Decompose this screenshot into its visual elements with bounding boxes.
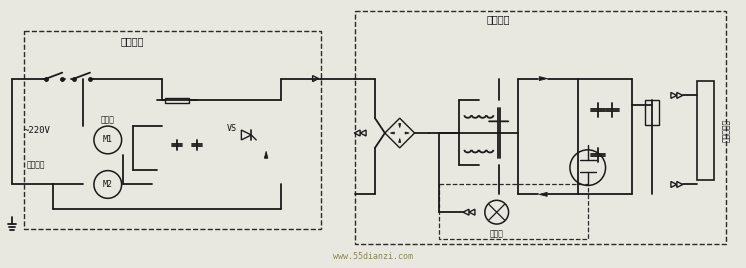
Bar bbox=[645, 100, 659, 125]
Bar bbox=[355, 11, 727, 244]
Text: M1: M1 bbox=[103, 135, 113, 144]
Text: M2: M2 bbox=[103, 180, 113, 189]
Text: 电源开关: 电源开关 bbox=[26, 160, 45, 169]
Bar bbox=[165, 98, 189, 103]
Polygon shape bbox=[264, 151, 268, 158]
Polygon shape bbox=[539, 77, 547, 81]
Text: 指示灯: 指示灯 bbox=[490, 229, 504, 239]
Polygon shape bbox=[539, 192, 547, 196]
Text: ~220V: ~220V bbox=[24, 125, 51, 135]
Text: 电动机: 电动机 bbox=[101, 116, 115, 125]
Bar bbox=[24, 31, 321, 229]
Polygon shape bbox=[390, 132, 395, 134]
Text: 变流控制: 变流控制 bbox=[121, 36, 144, 46]
Bar bbox=[697, 81, 715, 180]
Text: www.55dianzi.com: www.55dianzi.com bbox=[333, 252, 413, 261]
Bar bbox=[439, 184, 588, 239]
Polygon shape bbox=[405, 132, 409, 134]
Text: VS: VS bbox=[227, 124, 236, 133]
Text: 高压装置: 高压装置 bbox=[487, 14, 510, 24]
Text: 离子收集器: 离子收集器 bbox=[722, 118, 731, 142]
Polygon shape bbox=[398, 124, 401, 128]
Polygon shape bbox=[398, 139, 401, 142]
